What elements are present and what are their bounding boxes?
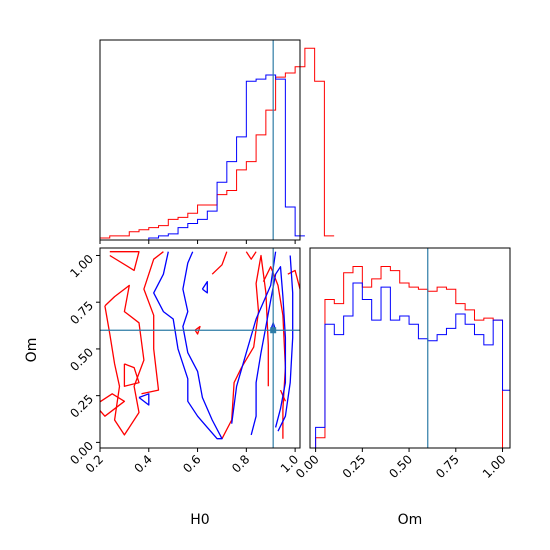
x-axis-label-om: Om bbox=[398, 512, 423, 528]
blue-contour-1 bbox=[201, 280, 208, 294]
red-contour-9 bbox=[211, 251, 228, 275]
blue-contour-2 bbox=[250, 266, 287, 436]
red-contour-6 bbox=[240, 254, 269, 387]
om-histogram-panel: 0.00 0.25 0.50 0.75 1.00 bbox=[293, 247, 511, 481]
x-axis-label-h0: H0 bbox=[190, 512, 209, 528]
blue-h0-histogram bbox=[100, 74, 305, 241]
om-histogram-frame bbox=[309, 247, 511, 449]
red-contour-1 bbox=[109, 251, 140, 272]
om-y-tick-label-4: 1.00 bbox=[67, 252, 96, 281]
truth-marker bbox=[270, 327, 277, 334]
om-tick-label-3: 0.75 bbox=[433, 452, 462, 481]
h0-histogram-frame bbox=[99, 39, 301, 241]
red-contour-3 bbox=[100, 393, 126, 417]
blue-contour-4 bbox=[277, 255, 294, 432]
red-contour-8 bbox=[262, 266, 287, 439]
om-tick-label-4: 1.00 bbox=[480, 452, 509, 481]
blue-contour-3 bbox=[231, 251, 277, 424]
om-tick-label-0: 0.00 bbox=[293, 452, 322, 481]
h0-histogram-panel bbox=[99, 39, 335, 244]
h0-tick-label-1: 0.4 bbox=[132, 452, 155, 475]
red-contour-2 bbox=[141, 251, 164, 395]
h0-tick-label-2: 0.6 bbox=[180, 452, 203, 475]
red-contour-11 bbox=[287, 269, 300, 290]
red-om-histogram bbox=[315, 266, 504, 448]
om-tick-label-2: 0.50 bbox=[386, 452, 415, 481]
red-contour-0 bbox=[104, 284, 145, 436]
blue-contour-0 bbox=[153, 251, 223, 440]
y-axis-label-om: Om bbox=[24, 338, 40, 363]
om-y-tick-label-1: 0.25 bbox=[67, 392, 96, 421]
blue-contour-5 bbox=[138, 393, 150, 406]
om-y-tick-label-2: 0.50 bbox=[67, 345, 96, 374]
om-tick-label-1: 0.25 bbox=[340, 452, 369, 481]
contour-frame bbox=[99, 247, 301, 449]
red-contour-4 bbox=[123, 363, 140, 387]
h0-om-contour-panel: 0.2 0.4 0.6 0.8 1.00.000.250.500.751.00 bbox=[67, 247, 301, 476]
blue-om-histogram bbox=[315, 282, 510, 448]
red-contour-7 bbox=[221, 367, 243, 439]
red-contour-10 bbox=[245, 251, 257, 260]
h0-tick-label-3: 0.8 bbox=[229, 452, 252, 475]
om-y-tick-label-3: 0.75 bbox=[67, 298, 96, 327]
